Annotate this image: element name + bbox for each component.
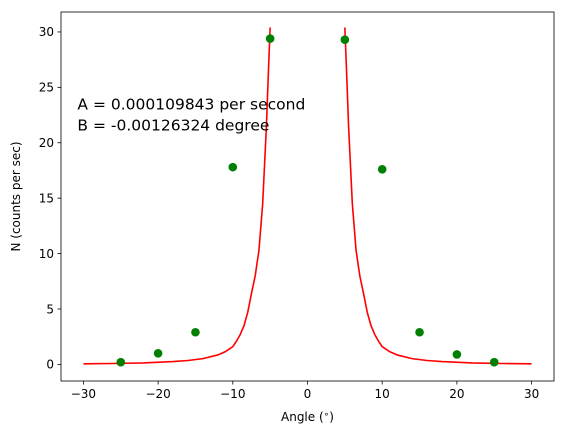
y-tick-label: 10	[39, 247, 54, 261]
annotation-a: A = 0.000109843 per second	[77, 96, 305, 114]
data-point	[116, 357, 126, 367]
plot-frame	[60, 11, 555, 382]
fit-curves	[83, 27, 532, 365]
data-point	[153, 349, 163, 358]
y-tick-label: 20	[39, 136, 54, 150]
data-point	[489, 357, 499, 367]
y-tick-label: 0	[46, 358, 54, 372]
y-axis-ticks: 0 5 10 15 20 25 30	[39, 25, 61, 372]
data-point	[228, 162, 238, 172]
y-tick-label: 5	[46, 302, 54, 316]
data-point	[265, 34, 275, 43]
x-tick-label: −10	[220, 387, 245, 401]
data-point	[340, 35, 350, 44]
data-point	[415, 327, 424, 337]
y-tick-label: 15	[39, 191, 54, 205]
x-tick-label: 10	[375, 387, 390, 401]
x-tick-label: 20	[449, 387, 464, 401]
x-axis-ticks: −30 −20 −10 0 10 20 30	[71, 381, 539, 401]
x-tick-label: 0	[304, 387, 312, 401]
x-tick-label: −20	[145, 387, 170, 401]
x-tick-label: 30	[524, 387, 539, 401]
annotation-b: B = -0.00126324 degree	[77, 117, 269, 135]
x-tick-label: −30	[71, 387, 96, 401]
fit-curve-1	[83, 27, 271, 365]
data-points	[116, 34, 499, 367]
y-tick-label: 30	[39, 25, 54, 39]
data-point	[377, 165, 387, 174]
x-axis-label: Angle (∘)	[281, 410, 334, 424]
data-point	[452, 350, 462, 359]
y-axis-label: N (counts per sec)	[9, 141, 23, 251]
y-tick-label: 25	[39, 81, 54, 95]
data-point	[191, 327, 200, 337]
fit-curve-2	[344, 27, 532, 365]
